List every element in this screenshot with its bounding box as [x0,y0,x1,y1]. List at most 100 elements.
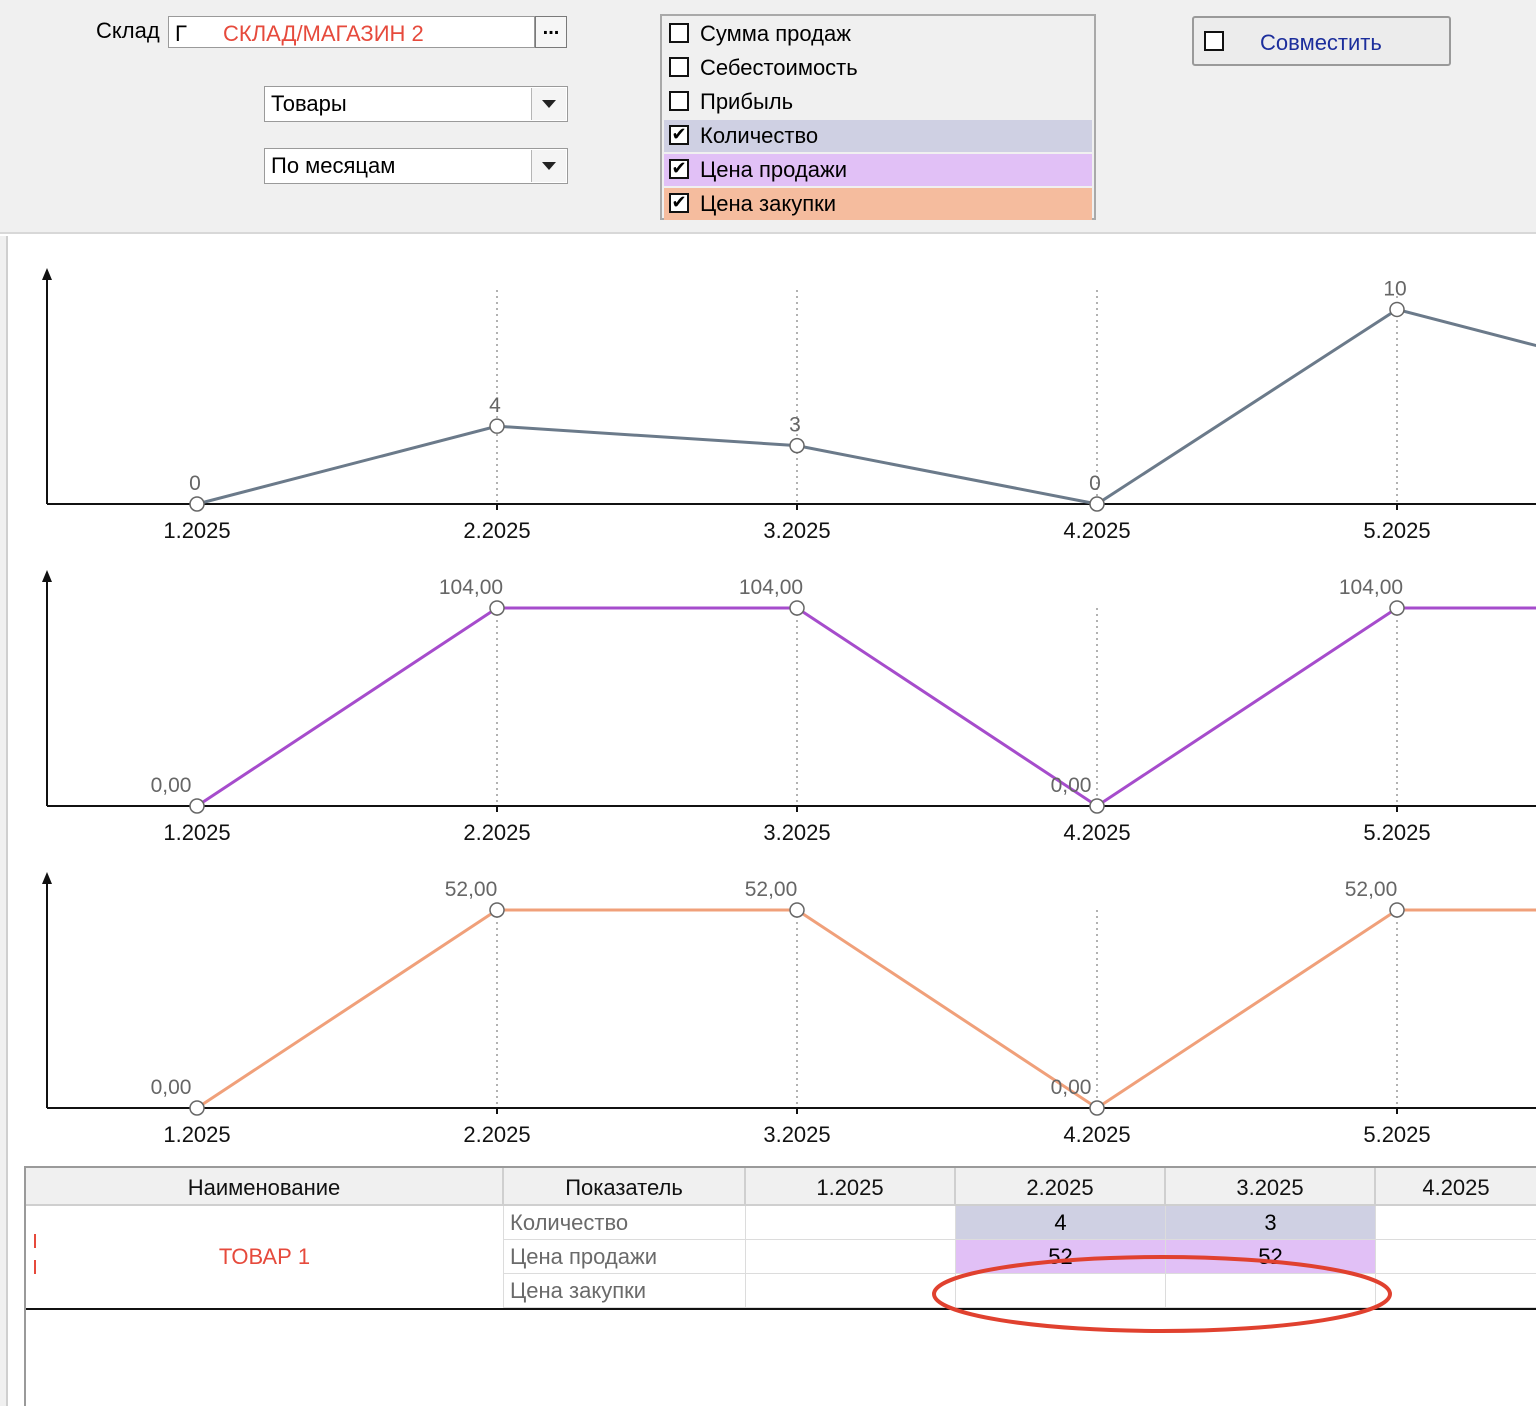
column-header-name[interactable]: Наименование [26,1168,504,1206]
data-point [189,1100,205,1116]
value-cell[interactable] [746,1206,956,1240]
checkbox-icon[interactable] [669,91,689,111]
metric-label: Сумма продаж [700,21,851,46]
group-dropdown-button[interactable] [531,88,566,120]
period-select-value: По месяцам [271,153,396,178]
value-cell[interactable] [956,1274,1166,1308]
data-point [1389,902,1405,918]
x-tick-label: 5.2025 [1363,518,1430,543]
checkbox-icon[interactable] [1204,31,1224,51]
data-point [1389,600,1405,616]
column-header-period[interactable]: 4.2025 [1376,1168,1536,1206]
column-header-period[interactable]: 3.2025 [1166,1168,1376,1206]
metric-sale-price[interactable]: ✔ Цена продажи [664,154,1092,186]
annotation-mark [34,1234,36,1248]
metric-cost[interactable]: Себестоимость [664,52,1092,84]
checkbox-checked-icon[interactable]: ✔ [669,159,689,179]
column-header-period[interactable]: 2.2025 [956,1168,1166,1206]
annotation-ellipse [932,1255,1392,1333]
checkbox-checked-icon[interactable]: ✔ [669,193,689,213]
data-label: 0,00 [151,774,192,797]
group-select[interactable]: Товары [264,86,568,122]
metric-label: Себестоимость [700,55,858,80]
indicator-cell[interactable]: Количество [504,1206,746,1240]
value-cell[interactable] [1166,1274,1376,1308]
value-cell[interactable] [1376,1206,1536,1240]
data-label: 0,00 [1051,1076,1092,1099]
left-panel-edge [0,236,8,1406]
data-label: 104,00 [1339,576,1403,599]
data-point [1089,496,1105,512]
metric-sales-sum[interactable]: Сумма продаж [664,18,1092,50]
column-header-period[interactable]: 1.2025 [746,1168,956,1206]
period-dropdown-button[interactable] [531,150,566,182]
group-select-value: Товары [271,91,347,116]
x-tick-label: 4.2025 [1063,1122,1130,1147]
value-cell[interactable]: 3 [1166,1206,1376,1240]
warehouse-prefix: Г [175,21,187,46]
quantity-chart: 1.2025 2.2025 3.2025 4.2025 5.2025 0 4 3 0 10 [42,268,1536,543]
warehouse-field[interactable]: Г СКЛАД/МАГАЗИН 2 [168,16,535,48]
data-point [1389,301,1405,318]
x-tick-label: 3.2025 [763,820,830,845]
y-axis-arrow-icon [42,268,52,280]
series-line [196,606,1536,808]
indicator-cell[interactable]: Цена продажи [504,1240,746,1274]
x-tick-label: 5.2025 [1363,820,1430,845]
series-line [196,307,1536,506]
value-cell[interactable]: 4 [956,1206,1166,1240]
data-point [189,496,205,512]
warehouse-label: Склад [96,18,160,43]
period-select[interactable]: По месяцам [264,148,568,184]
x-tick-label: 1.2025 [163,1122,230,1147]
data-point [1089,798,1105,814]
x-tick-label: 2.2025 [463,820,530,845]
data-label: 0 [1089,472,1101,495]
data-point [789,437,805,454]
checkbox-icon[interactable] [669,23,689,43]
x-tick-label: 5.2025 [1363,1122,1430,1147]
y-axis-arrow-icon [42,872,52,884]
value-cell[interactable] [1376,1240,1536,1274]
data-label: 52,00 [745,878,798,901]
annotation-ellipse-shape [932,1255,1392,1333]
annotation-mark [34,1260,36,1274]
x-tick-label: 4.2025 [1063,820,1130,845]
x-tick-label: 2.2025 [463,518,530,543]
data-point [789,902,805,918]
metric-label: Цена продажи [700,157,847,182]
data-point [789,600,805,616]
checkbox-icon[interactable] [669,57,689,77]
data-label: 52,00 [1345,878,1398,901]
combine-label: Совместить [1260,30,1382,55]
metric-purchase-price[interactable]: ✔ Цена закупки [664,188,1092,220]
combine-button[interactable]: Совместить [1192,16,1451,66]
data-label: 3 [789,414,801,437]
x-tick-label: 1.2025 [163,820,230,845]
value-cell[interactable] [746,1274,956,1308]
indicator-cell[interactable]: Цена закупки [504,1274,746,1308]
x-tick-label: 1.2025 [163,518,230,543]
metric-label: Количество [700,123,819,148]
data-label: 10 [1383,277,1406,300]
chevron-down-icon [542,162,556,170]
value-cell[interactable] [1376,1274,1536,1308]
metric-label: Цена закупки [700,191,837,216]
x-tick-label: 3.2025 [763,518,830,543]
metric-profit[interactable]: Прибыль [664,86,1092,118]
x-tick-label: 4.2025 [1063,518,1130,543]
metrics-checklist: Сумма продаж Себестоимость Прибыль ✔ Кол… [660,14,1096,220]
metric-quantity[interactable]: ✔ Количество [664,120,1092,152]
data-label: 0 [189,472,201,495]
value-cell[interactable] [746,1240,956,1274]
metric-label: Прибыль [700,89,794,114]
column-header-indicator[interactable]: Показатель [504,1168,746,1206]
data-label: 104,00 [439,576,503,599]
checkbox-checked-icon[interactable]: ✔ [669,125,689,145]
data-point [1089,1100,1105,1116]
row-separator [26,1308,1536,1310]
product-name-cell[interactable]: ТОВАР 1 [26,1206,504,1308]
warehouse-browse-button[interactable]: ... [535,16,567,48]
data-label: 52,00 [445,878,498,901]
y-axis-arrow-icon [42,570,52,582]
